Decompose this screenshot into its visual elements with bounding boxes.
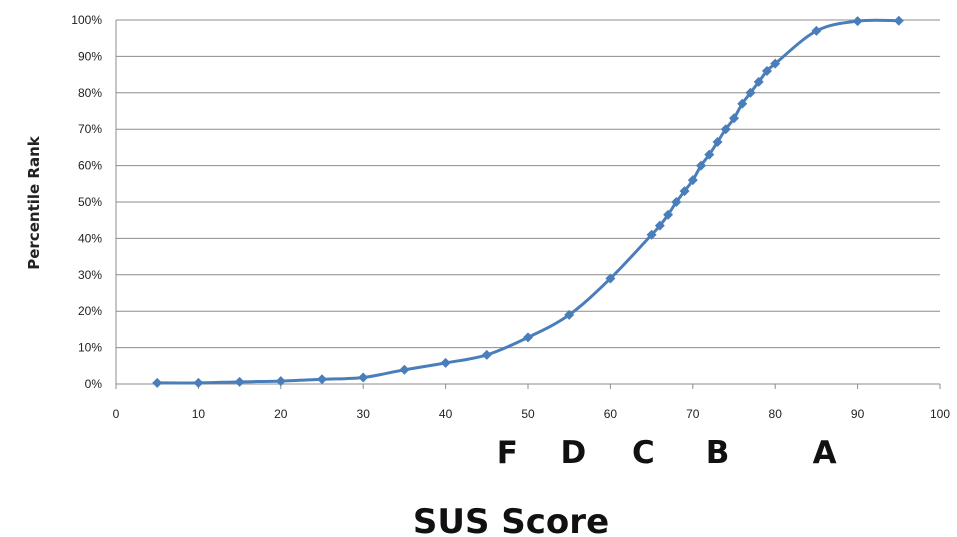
x-tick-label: 30 <box>357 407 371 421</box>
x-tick-label: 60 <box>604 407 618 421</box>
y-tick-label: 20% <box>78 304 102 318</box>
data-point <box>712 136 723 147</box>
data-point <box>275 376 286 387</box>
y-tick-label: 80% <box>78 86 102 100</box>
grade-label: C <box>632 435 655 471</box>
data-point <box>193 377 204 388</box>
y-axis-label: Percentile Rank <box>25 135 43 270</box>
data-point <box>564 309 575 320</box>
data-point <box>704 149 715 160</box>
data-point <box>317 374 327 385</box>
grade-label: B <box>706 435 730 471</box>
data-point <box>663 209 674 220</box>
y-tick-label: 50% <box>78 195 102 209</box>
data-point <box>761 65 772 76</box>
x-tick-label: 80 <box>769 407 783 421</box>
data-point <box>671 197 682 207</box>
y-tick-label: 100% <box>71 13 102 27</box>
data-point <box>720 124 731 135</box>
x-axis-label: SUS Score <box>413 502 609 537</box>
x-tick-label: 10 <box>192 407 206 421</box>
data-point <box>234 376 245 387</box>
data-point <box>605 273 616 284</box>
y-tick-label: 30% <box>78 268 102 282</box>
y-tick-labels: 0% 10% 20% 30% 40% 50% 60% 70% 80% 90% 100% <box>71 13 102 391</box>
data-point <box>745 87 756 98</box>
data-points <box>152 15 904 388</box>
data-point <box>654 220 665 231</box>
x-tick-label: 70 <box>686 407 700 421</box>
data-point <box>811 25 822 36</box>
y-tick-label: 40% <box>78 231 102 245</box>
y-tick-label: 10% <box>78 341 102 355</box>
y-tick-label: 60% <box>78 159 102 173</box>
gridlines <box>116 19 940 349</box>
y-tick-label: 90% <box>78 49 102 63</box>
data-point <box>523 332 533 343</box>
data-point <box>737 98 748 109</box>
data-point <box>399 364 410 375</box>
x-tick-label: 20 <box>274 407 288 421</box>
data-point <box>770 58 781 69</box>
grade-label: A <box>813 435 837 471</box>
x-tick-label: 40 <box>439 407 453 421</box>
x-tick-labels: 0 10 20 30 40 50 60 70 80 90 100 <box>113 407 951 421</box>
data-point <box>753 76 764 87</box>
data-point <box>852 16 863 27</box>
y-tick-label: 70% <box>78 122 102 136</box>
y-tick-label: 0% <box>85 377 103 391</box>
data-point <box>481 349 492 360</box>
axes <box>115 20 941 389</box>
data-point <box>679 186 690 197</box>
data-point <box>152 377 163 388</box>
data-point <box>440 357 451 368</box>
grade-label: D <box>560 435 586 471</box>
x-tick-label: 50 <box>521 407 535 421</box>
grade-label: F <box>497 435 518 471</box>
x-tick-label: 0 <box>113 407 120 421</box>
data-point <box>646 229 657 240</box>
data-point <box>687 175 698 186</box>
data-point <box>893 15 904 26</box>
data-point <box>729 113 739 124</box>
x-tick-label: 100 <box>930 407 950 421</box>
x-tick-label: 90 <box>851 407 865 421</box>
data-point <box>696 160 707 171</box>
data-point <box>358 372 369 383</box>
